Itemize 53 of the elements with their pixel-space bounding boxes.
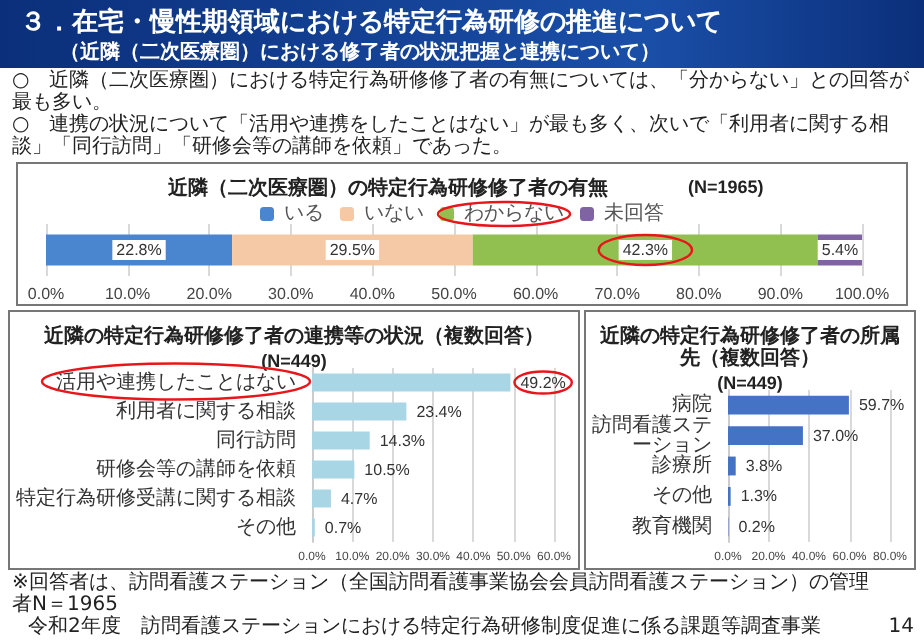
text: ○ 連携の状況について「活用や連携をしたことはない」が最も多く、次いで「利用者に関する相談」「同行訪問」「研修会等の講師を依頼」であった。 [12, 114, 892, 158]
x-tick-label: 60.0% [512, 285, 559, 303]
y-tick-label: 訪問看護ステーション [592, 412, 712, 457]
text: （近隣（二次医療圏）における修了者の状況把握と連携について） [60, 39, 660, 66]
text: ○ 近隣（二次医療圏）における特定行為研修修了者の有無については、「分からない」との回答が最も多い。 [12, 70, 912, 114]
chart-title: 近隣（二次医療圏）の特定行為研修修了者の有無 [166, 176, 608, 200]
data-label: 4.7% [340, 489, 378, 508]
y-tick-label: 特定行為研修受講に関する相談 [16, 485, 296, 510]
y-tick-label: その他 [652, 483, 712, 508]
y-tick-label: その他 [236, 514, 296, 539]
x-tick-label: 30.0% [268, 285, 314, 303]
legend-label: いない [364, 203, 424, 225]
data-label: 59.7% [858, 396, 905, 415]
legend-label: 未回答 [604, 201, 664, 225]
data-label: 42.3% [622, 241, 669, 259]
data-label: 29.5% [329, 241, 376, 259]
x-tick-label: 90.0% [757, 285, 804, 303]
x-tick-label: 50.0% [431, 285, 477, 303]
chart-title: 近隣の特定行為研修修了者の連携等の状況（複数回答） [42, 324, 544, 348]
y-tick-label: 研修会等の講師を依頼 [96, 456, 296, 481]
text: ３．在宅・慢性期領域における特定行為研修の推進について [20, 5, 722, 40]
x-tick-label: 70.0% [594, 285, 640, 303]
data-label: 23.4% [416, 402, 462, 421]
x-tick-label: 100.0% [834, 285, 890, 303]
data-label: 1.3% [740, 487, 778, 506]
x-tick-label: 80.0% [676, 285, 722, 303]
x-tick-label: 20.0% [186, 285, 232, 303]
data-label: 0.7% [324, 518, 362, 537]
data-label: 0.2% [738, 517, 775, 536]
y-tick-label: 診療所 [652, 453, 712, 477]
y-tick-label: 利用者に関する相談 [116, 398, 296, 423]
x-tick-label: 40.0% [349, 285, 396, 303]
legend-label: わからない [464, 203, 564, 225]
y-tick-label: 病院 [672, 392, 712, 417]
data-label: 3.8% [745, 457, 783, 475]
data-label: 14.3% [379, 431, 426, 450]
text: ※回答者は、訪問看護ステーション（全国訪問看護事業協会会員訪問看護ステーション）の管理者N＝1965 [12, 572, 871, 616]
chart-subtitle: (N=1965) [688, 177, 764, 197]
legend-label: いる [284, 203, 324, 225]
data-label: 10.5% [364, 460, 410, 479]
x-tick-label: 0.0% [27, 285, 65, 303]
data-label: 5.4% [821, 241, 859, 259]
data-label: 49.2% [520, 373, 566, 392]
x-tick-label: 10.0% [104, 285, 151, 303]
data-label: 22.8% [116, 241, 162, 259]
y-tick-label: 同行訪問 [216, 427, 296, 452]
text: 14 [888, 616, 914, 638]
text: 令和2年度 訪問看護ステーションにおける特定行為研修制度促進に係る課題等調査事業 [26, 616, 823, 638]
chart-subtitle: (N=449) [717, 373, 783, 393]
chart-title: 近隣の特定行為研修修了者の所属先（複数回答） [598, 324, 900, 370]
chart-subtitle: (N=449) [261, 351, 327, 371]
y-tick-label: 教育機関 [632, 513, 712, 538]
data-label: 37.0% [812, 426, 859, 445]
